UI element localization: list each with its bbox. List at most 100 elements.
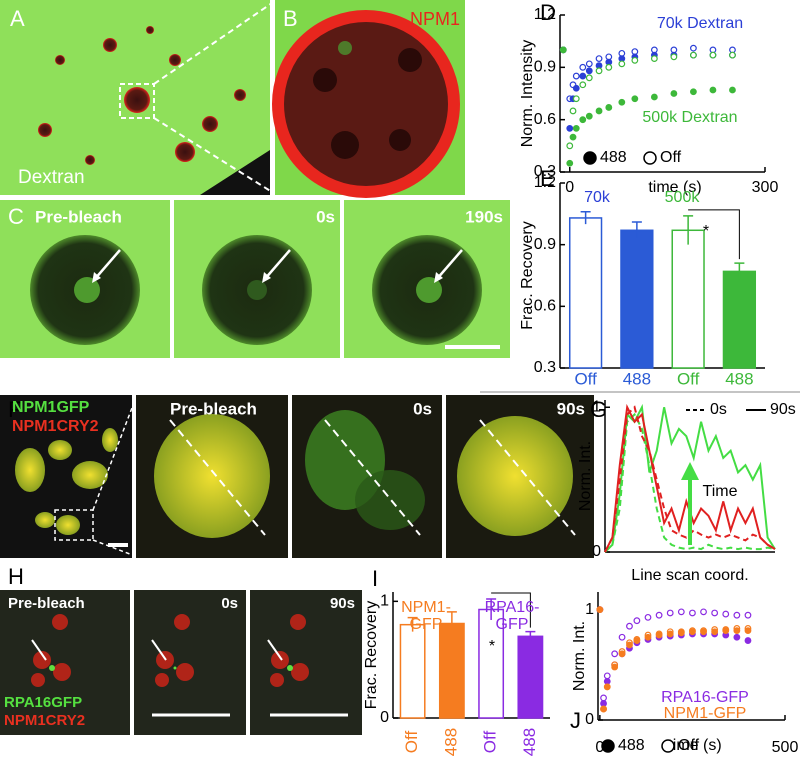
- x-axis-label: time (s): [668, 737, 721, 754]
- error-bar: [525, 630, 536, 641]
- data-point: [644, 633, 652, 641]
- legend-label: Off: [678, 737, 700, 754]
- error-bar: [486, 598, 497, 620]
- y-tick-label: 1.2: [534, 6, 556, 23]
- data-point: [579, 72, 587, 80]
- data-point: [566, 159, 574, 167]
- annotation: *: [703, 223, 709, 240]
- error-bar: [683, 215, 694, 245]
- data-point: [631, 95, 639, 103]
- image-c: C Pre-bleach 0s 190s: [0, 200, 510, 358]
- annotation: GFP: [496, 616, 529, 633]
- y-tick-label: 1: [585, 601, 594, 618]
- data-point: [603, 677, 611, 685]
- data-point: [744, 627, 752, 635]
- data-point: [655, 611, 663, 619]
- legend-label: 90s: [770, 401, 796, 418]
- legend-label: 488: [618, 737, 645, 754]
- annotation: *: [489, 638, 495, 655]
- panel-letter: D: [540, 0, 556, 25]
- data-point: [709, 51, 717, 59]
- frame-label: 90s: [557, 399, 585, 418]
- data-point: [585, 60, 593, 68]
- data-point: [595, 67, 603, 75]
- data-point: [733, 611, 741, 619]
- annotation: 70k: [584, 189, 611, 206]
- data-point: [618, 633, 626, 641]
- data-point: [618, 60, 626, 68]
- x-tick-label: 488: [623, 369, 651, 388]
- y-tick-label: 1.2: [534, 174, 556, 191]
- legend-marker: [601, 739, 615, 753]
- image-label: NPM1: [410, 9, 460, 29]
- error-bar: [734, 262, 745, 280]
- data-point: [729, 86, 736, 94]
- panel-letter: E: [540, 166, 555, 191]
- data-point: [711, 609, 719, 617]
- frame-label: 190s: [465, 207, 503, 226]
- data-point: [744, 611, 752, 619]
- y-tick-label: 0.3: [534, 163, 556, 180]
- annotation: Time: [703, 483, 738, 500]
- data-point: [666, 630, 674, 638]
- x-axis-label: Line scan coord.: [631, 567, 748, 584]
- legend-label: Off: [660, 149, 682, 166]
- frame-label: Pre-bleach: [170, 399, 257, 418]
- significance-bracket: [491, 592, 531, 628]
- annotation: 500k: [665, 189, 701, 206]
- y-tick-label: 0.6: [534, 111, 556, 128]
- bar: [620, 229, 654, 369]
- arrow-head: [681, 462, 699, 480]
- frame-label: Pre-bleach: [8, 595, 85, 612]
- y-axis-label: Norm. Intensity: [519, 40, 536, 148]
- data-point: [631, 56, 639, 64]
- bar: [722, 270, 757, 369]
- x-tick-label: 488: [520, 728, 539, 756]
- bar: [671, 229, 705, 369]
- annotation: NPM1-GFP: [664, 705, 747, 722]
- data-point: [600, 700, 607, 707]
- y-tick-label: 0: [592, 543, 601, 560]
- x-tick-label: 488: [725, 369, 753, 388]
- data-point: [559, 46, 567, 54]
- x-tick-label: 300: [752, 179, 779, 196]
- data-point: [579, 81, 587, 89]
- data-point: [618, 650, 626, 658]
- data-point: [729, 51, 736, 59]
- frame-label: 0s: [316, 207, 335, 226]
- panel-letter: I: [372, 566, 378, 591]
- annotation: 70k Dextran: [657, 15, 743, 32]
- frame-label: 90s: [330, 595, 355, 612]
- data-point: [618, 98, 626, 106]
- data-point: [633, 617, 641, 625]
- significance-bracket: [688, 209, 740, 260]
- error-bar: [580, 211, 591, 225]
- image-label: NPM1CRY2: [4, 712, 85, 729]
- data-point: [585, 74, 593, 82]
- data-point: [572, 72, 580, 80]
- annotation: GFP: [410, 616, 443, 633]
- data-point: [677, 608, 685, 616]
- error-bar: [446, 611, 457, 636]
- y-tick-label: 0.9: [534, 236, 556, 253]
- y-tick-label: 0: [380, 709, 389, 726]
- data-point: [655, 631, 663, 639]
- data-point: [566, 124, 574, 132]
- data-point: [733, 627, 741, 635]
- data-point: [600, 694, 607, 702]
- data-point: [722, 627, 730, 635]
- image-h: H Pre-bleach 0s 90s RPA16GFP NPM1CRY2: [0, 564, 362, 735]
- panel-letter: B: [283, 6, 298, 31]
- image-label: NPM1CRY2: [12, 418, 99, 435]
- data-point: [633, 637, 641, 644]
- image-f: F NPM1GFP NPM1CRY2 Pre-bleach 0s 90s: [0, 395, 594, 558]
- x-tick-label: 500: [772, 739, 799, 756]
- data-point: [733, 633, 741, 641]
- data-point: [644, 613, 652, 621]
- legend-label: 0s: [710, 401, 727, 418]
- bar: [568, 217, 603, 369]
- panel-letter: J: [570, 708, 581, 733]
- legend-marker: [661, 739, 675, 753]
- data-point: [569, 107, 577, 115]
